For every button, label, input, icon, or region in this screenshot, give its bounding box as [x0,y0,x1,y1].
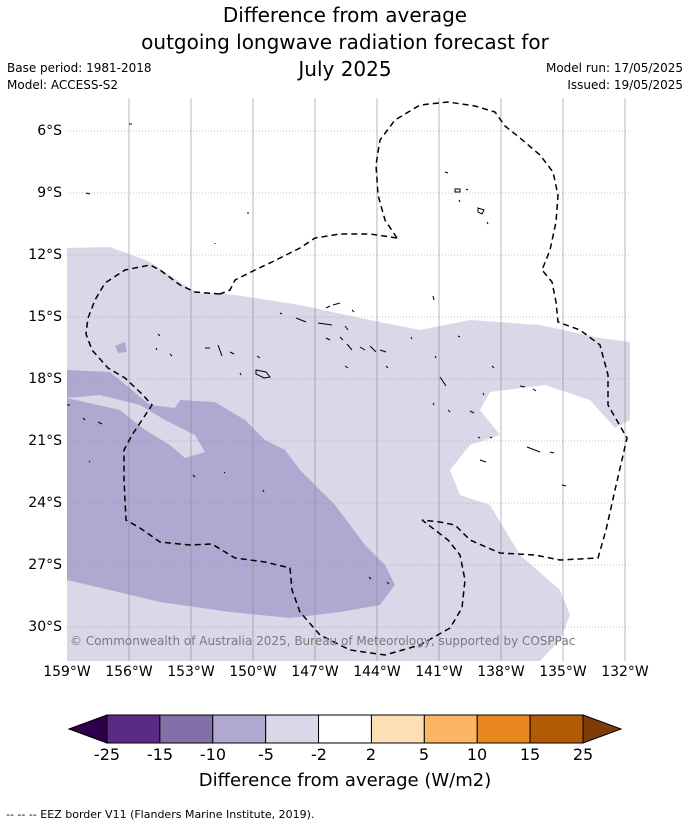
lon-label-156w: 156°W [105,664,153,680]
islands [67,123,567,585]
issued-text: Issued: 19/05/2025 [567,78,683,92]
model-run-text: Model run: 17/05/2025 [545,61,683,75]
colorbar-tick-label: 5 [418,745,430,764]
colorbar-box [370,714,425,744]
gridlines [67,98,630,661]
lon-label-135w: 135°W [539,664,587,680]
title-line-2: outgoing longwave radiation forecast for [141,30,549,54]
colorbar-box [529,714,584,744]
colorbar-box [212,714,267,744]
colorbar-tick-label: 2 [365,745,377,764]
lat-label-27s: 27°S [28,557,62,573]
lat-label-24s: 24°S [28,495,62,511]
colorbar-extend-low [67,714,108,744]
lon-label-159w: 159°W [43,664,91,680]
eez-border-cook-islands [85,264,466,656]
colorbar-title: Difference from average (W/m2) [198,770,492,791]
colorbar-tick-label: 10 [466,745,488,764]
title-line-1: Difference from average [222,3,468,27]
lon-label-138w: 138°W [477,664,525,680]
colorbar-tick-label: -2 [311,745,327,764]
chart-title: Difference from average outgoing longwav… [0,2,690,83]
colorbar-extend-high [582,714,623,744]
lon-label-132w: 132°W [601,664,649,680]
lat-label-18s: 18°S [28,371,62,387]
lat-label-9s: 9°S [37,185,62,201]
anomaly-region-small-patch [115,342,127,353]
colorbar-tick-label: 25 [572,745,594,764]
colorbar-box [476,714,531,744]
colorbar-tick-label: -10 [199,745,227,764]
lon-label-153w: 153°W [167,664,215,680]
colorbar-tick-label: -15 [146,745,174,764]
lat-label-30s: 30°S [28,619,62,635]
base-period-text: Base period: 1981-2018 [7,61,152,75]
title-line-3: July 2025 [298,57,392,81]
colorbar-box [318,714,372,744]
lon-label-141w: 141°W [415,664,463,680]
model-text: Model: ACCESS-S2 [7,78,119,92]
eez-legend-text: -- -- -- EEZ border V11 (Flanders Marine… [6,808,315,821]
colorbar-tick-label: -25 [93,745,121,764]
meta-left: Base period: 1981-2018 Model: ACCESS-S2 [7,60,152,94]
lon-label-144w: 144°W [353,664,401,680]
lon-label-150w: 150°W [229,664,277,680]
colorbar-tick-label: 15 [519,745,541,764]
colorbar-box [159,714,214,744]
eez-borders [85,101,628,656]
lon-label-147w: 147°W [291,664,339,680]
colorbar-tick-label: -5 [258,745,274,764]
eez-border-kiribati-line [375,101,628,561]
lat-label-12s: 12°S [28,247,62,263]
anomaly-region-medium-inlet [67,395,205,458]
eez-border-north-segment [219,233,398,295]
colorbar-box [106,714,161,744]
colorbar-box [423,714,478,744]
colorbar-box [265,714,320,744]
anomaly-field [67,247,630,661]
lat-label-15s: 15°S [28,309,62,325]
meta-right: Model run: 17/05/2025 Issued: 19/05/2025 [546,60,683,94]
lat-label-21s: 21°S [28,433,62,449]
colorbar-boxes [106,714,584,744]
copyright-text: © Commonwealth of Australia 2025, Bureau… [70,634,576,648]
lat-label-6s: 6°S [37,123,62,139]
